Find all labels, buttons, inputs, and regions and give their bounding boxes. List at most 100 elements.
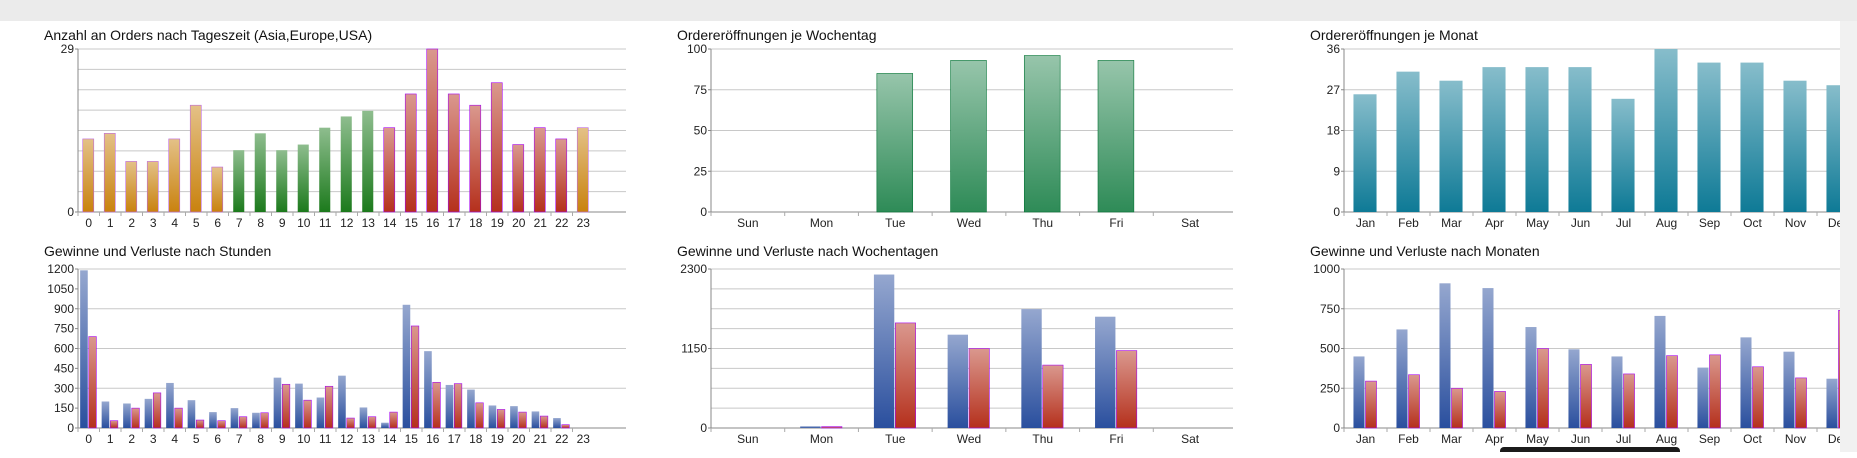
bar — [346, 417, 355, 429]
bar — [533, 127, 546, 213]
x-tick-label: 9 — [279, 216, 286, 230]
bar — [469, 104, 482, 213]
x-tick-label: 0 — [85, 432, 92, 446]
bar — [1654, 315, 1666, 428]
bar — [539, 415, 549, 429]
bar — [1783, 351, 1795, 428]
x-tick-label: 2 — [128, 216, 135, 230]
x-tick-label: Nov — [1785, 432, 1806, 446]
x-tick-label: 23 — [577, 216, 591, 230]
bar — [295, 383, 303, 428]
bar — [1666, 355, 1678, 429]
bar — [230, 408, 239, 428]
x-tick-label: 5 — [193, 216, 200, 230]
y-tick-label: 1200 — [47, 262, 74, 276]
y-tick-label: 0 — [1333, 421, 1340, 435]
bar — [1097, 60, 1135, 213]
chart-profit-loss-by-hour: Gewinne und Verluste nach Stunden 0 150 30… — [40, 243, 660, 458]
bar — [319, 127, 331, 212]
x-tick-label: 19 — [491, 216, 505, 230]
bar — [447, 93, 460, 213]
x-tick-label: 17 — [448, 216, 462, 230]
bar — [152, 392, 162, 429]
y-tick-label: 1000 — [1313, 262, 1340, 276]
chart-plot: 0 1150 2300 Sun Mon Tue Wed Thu Fri Sat — [680, 262, 1233, 446]
bar — [316, 397, 325, 428]
bar — [1353, 356, 1365, 428]
x-tick-label: Sat — [1181, 432, 1200, 446]
x-tick-label: Tue — [885, 432, 906, 446]
y-tick-label: 25 — [694, 164, 708, 178]
bar — [1611, 356, 1623, 428]
bar — [496, 409, 506, 429]
y-tick-label: 18 — [1327, 124, 1341, 138]
x-tick-label: 13 — [362, 216, 376, 230]
bar — [1611, 98, 1635, 212]
x-tick-label: Oct — [1743, 432, 1762, 446]
x-tick-label: Sun — [737, 216, 758, 230]
chart-plot: 0 250 500 750 1000 Jan Feb Mar Apr May Jun Jul Aug Se… — [1313, 262, 1857, 446]
y-tick-label: 1150 — [681, 342, 707, 356]
bar — [561, 424, 570, 429]
bar — [82, 138, 95, 213]
y-tick-label: 50 — [694, 124, 708, 138]
x-tick-label: Feb — [1398, 216, 1419, 230]
bar — [281, 383, 291, 429]
bar — [1482, 288, 1494, 428]
bar — [1537, 348, 1549, 429]
bar — [1396, 71, 1420, 212]
bar — [445, 384, 454, 428]
x-tick-label: 19 — [491, 432, 505, 446]
bar — [512, 144, 525, 213]
bar — [1568, 349, 1580, 428]
bar — [211, 166, 224, 213]
bar — [873, 274, 895, 428]
x-tick-label: 20 — [512, 216, 526, 230]
y-tick-label: 29 — [61, 42, 75, 56]
bar — [166, 382, 174, 428]
bar — [131, 407, 140, 429]
bar — [555, 138, 568, 213]
bar — [426, 48, 439, 213]
chart-title: Ordereröffnungen je Wochentag — [677, 27, 877, 43]
bar — [254, 133, 266, 212]
x-tick-label: 22 — [555, 216, 569, 230]
x-tick-label: 11 — [319, 432, 332, 446]
top-bar — [0, 0, 1857, 21]
bar — [1525, 327, 1537, 428]
bar — [103, 133, 116, 213]
bar — [402, 304, 411, 428]
x-tick-label: May — [1526, 432, 1549, 446]
x-tick-label: 14 — [383, 432, 397, 446]
bar — [383, 127, 396, 213]
bar — [187, 400, 196, 428]
bar — [467, 389, 475, 428]
bar — [453, 383, 463, 429]
bar — [1439, 283, 1451, 428]
bar — [109, 420, 119, 429]
y-tick-label: 0 — [700, 421, 707, 435]
x-tick-label: 21 — [534, 216, 548, 230]
y-tick-label: 750 — [54, 322, 74, 336]
bar — [1439, 80, 1463, 212]
bar — [1042, 364, 1064, 429]
bar — [1408, 374, 1420, 429]
x-tick-label: 12 — [340, 216, 354, 230]
x-tick-label: 1 — [107, 432, 114, 446]
x-tick-label: Mon — [810, 432, 833, 446]
bar — [968, 348, 990, 429]
x-tick-label: Mar — [1441, 432, 1462, 446]
y-tick-label: 0 — [67, 421, 74, 435]
bar — [404, 93, 417, 213]
bar — [338, 375, 346, 428]
y-tick-label: 250 — [1320, 381, 1340, 395]
bar — [1697, 367, 1709, 428]
y-tick-label: 600 — [54, 342, 74, 356]
bar — [800, 426, 821, 428]
x-tick-label: 4 — [171, 432, 178, 446]
bar — [1095, 316, 1116, 428]
vertical-scrollbar[interactable] — [1840, 21, 1857, 452]
bar — [1482, 67, 1506, 212]
bar — [273, 377, 282, 428]
